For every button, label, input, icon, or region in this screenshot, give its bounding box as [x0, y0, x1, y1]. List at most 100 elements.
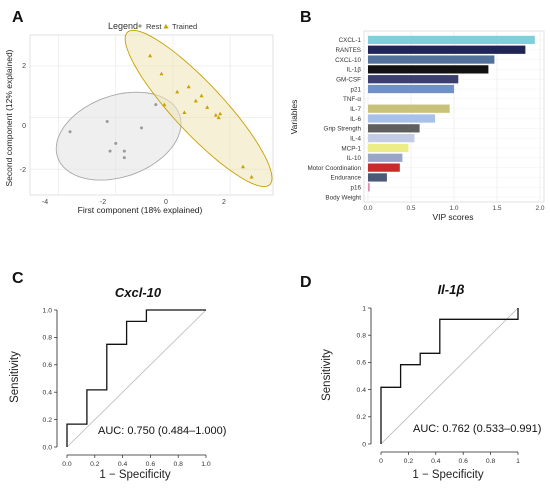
- y-tick-label: 0.2: [43, 417, 53, 424]
- legend-a: Legend Rest Trained: [108, 21, 197, 31]
- y-tick-label: 0.8: [357, 333, 367, 340]
- rest-point: [114, 141, 118, 145]
- rest-point: [154, 103, 158, 107]
- x-tick-label: 0.2: [90, 461, 100, 468]
- panel-d-roc-il1b: D Il-1β 0 0 0.2 0.2 0.4 0.4 0.6 0.6 0.8 0.8 1 1 AUC…: [300, 274, 541, 481]
- reference-diagonal: [380, 307, 519, 445]
- x-tick-label: -2: [100, 199, 106, 206]
- y-tick-label: 0.8: [43, 335, 53, 342]
- vip-bar: [368, 173, 387, 182]
- vip-bar: [368, 45, 526, 54]
- x-tick-label: 0.4: [431, 458, 441, 465]
- vip-bar: [368, 124, 420, 133]
- x-tick-label: 1.5: [492, 205, 501, 212]
- y-tick-label: 0.6: [43, 362, 53, 369]
- roc-title-c: Cxcl-10: [115, 285, 162, 300]
- x-axis-label-a: First component (18% explained): [78, 205, 203, 215]
- x-tick-label: 0.2: [404, 458, 414, 465]
- x-tick-label: 2.0: [535, 205, 544, 212]
- x-tick-label: 0.8: [486, 458, 496, 465]
- vip-bar: [368, 143, 409, 153]
- panel-b-vip-bar-chart: B CXCL-1 RANTES CXCL-10 IL-1β GM-CSF p21 TNF-α…: [289, 9, 545, 222]
- rest-point: [122, 156, 126, 160]
- vip-bar: [368, 114, 436, 123]
- x-tick-label: 0.4: [118, 461, 128, 468]
- y-tick-label: 1.0: [43, 307, 53, 314]
- trained-point: [175, 89, 180, 94]
- rest-point: [68, 130, 72, 134]
- trained-point: [240, 164, 245, 169]
- auc-label-d: AUC: 0.762 (0.533–0.991): [413, 423, 541, 435]
- x-tick-label: 1: [516, 458, 520, 465]
- trained-point: [159, 71, 164, 76]
- x-tick-label: 0.6: [458, 458, 468, 465]
- y-axis-label-d: Sensitivity: [321, 349, 333, 401]
- roc-axes-d: 0 0 0.2 0.2 0.4 0.4 0.6 0.6 0.8 0.8 1 1: [357, 305, 521, 465]
- scatter-points: [68, 53, 254, 179]
- x-tick-label: 0.8: [173, 461, 183, 468]
- vip-bar: [368, 75, 459, 84]
- y-tick-label: 2: [22, 63, 26, 70]
- x-ticks-b: 0.0 0.5 1.0 1.5 2.0: [363, 205, 544, 212]
- x-tick-label: -4: [42, 199, 48, 206]
- y-tick-label: 0.4: [43, 390, 53, 397]
- x-tick-label: 0.0: [363, 205, 372, 212]
- reference-diagonal: [66, 309, 207, 448]
- x-axis-label-c: 1 − Specificity: [99, 469, 171, 481]
- y-axis-label-b: Variables: [289, 100, 299, 135]
- variable-label: Body Weight: [325, 194, 361, 201]
- variable-label: p21: [350, 86, 361, 93]
- panel-a-pca-plot: A Legend Rest Trained -4 -2 0 2 2 0 -2 F…: [4, 9, 274, 215]
- rest-point: [122, 149, 126, 153]
- trained-point: [162, 102, 167, 107]
- x-tick-label: 2: [222, 199, 226, 206]
- panel-letter-a: A: [12, 9, 24, 26]
- vip-bar: [368, 65, 489, 74]
- trained-point: [218, 111, 223, 116]
- confidence-ellipses: [55, 29, 273, 188]
- variable-label: MCP-1: [341, 145, 361, 152]
- vip-bar: [368, 134, 415, 143]
- y-tick-label: 0.4: [357, 387, 367, 394]
- vip-bar: [368, 35, 535, 45]
- vip-bars: [368, 35, 535, 192]
- y-axis-label-a: Second component (12% explained): [4, 49, 14, 186]
- variable-label: RANTES: [335, 47, 361, 54]
- vip-bar: [368, 183, 370, 192]
- trained-ellipse: [124, 29, 273, 188]
- variable-label: IL-7: [350, 106, 361, 113]
- roc-axes-c: 0.0 0.0 0.2 0.2 0.4 0.4 0.6 0.6 0.8 0.8 1.0 1.0: [43, 307, 211, 468]
- variable-label: CXCL-10: [335, 57, 361, 64]
- trained-point: [148, 53, 153, 58]
- vip-bar: [368, 163, 400, 172]
- y-axis-label-c: Sensitivity: [9, 351, 21, 403]
- trained-point: [216, 115, 221, 120]
- y-tick-label: 0.0: [43, 444, 53, 451]
- y-tick-label: -2: [20, 167, 26, 174]
- x-axis-label-b: VIP scores: [433, 212, 474, 222]
- roc-curve-line: [66, 309, 206, 447]
- x-axis-label-d: 1 − Specificity: [412, 469, 484, 481]
- variable-label: p16: [350, 185, 361, 192]
- x-tick-label: 0: [379, 458, 383, 465]
- legend-trained-label: Trained: [172, 22, 197, 31]
- legend-rest-marker-icon: [138, 24, 142, 28]
- trained-point: [205, 105, 210, 109]
- trained-point: [213, 113, 218, 117]
- variable-label: TNF-α: [343, 96, 361, 103]
- roc-curve-c: [66, 309, 207, 448]
- panel-letter-c: C: [12, 270, 24, 287]
- vip-bar: [368, 153, 403, 162]
- roc-curve-d: [380, 307, 519, 445]
- rest-point: [139, 126, 143, 130]
- variable-label: CXCL-1: [339, 37, 362, 44]
- rest-point: [108, 149, 112, 153]
- vip-bar: [368, 104, 450, 113]
- x-tick-label: 0: [164, 199, 168, 206]
- y-tick-label: 0: [22, 123, 26, 130]
- panel-letter-b: B: [300, 9, 312, 26]
- variable-label: IL-1β: [347, 67, 362, 74]
- variable-label: IL-6: [350, 116, 361, 123]
- auc-label-c: AUC: 0.750 (0.484–1.000): [98, 425, 226, 437]
